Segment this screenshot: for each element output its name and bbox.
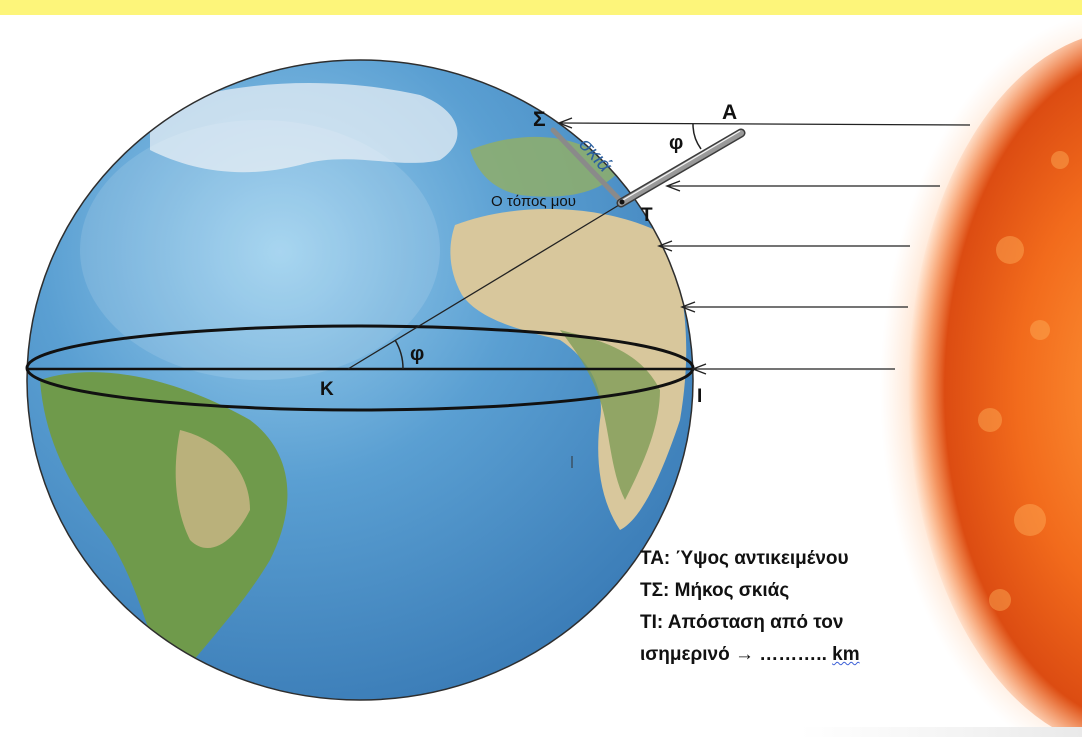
label-shadow-end: Σ	[533, 108, 546, 131]
legend: ΤΑ: Ύψος αντικειμένου ΤΣ: Μήκος σκιάς ΤΙ…	[640, 543, 940, 671]
legend-equator-text: ισημερινό → ………..	[640, 644, 833, 665]
legend-height: ΤΑ: Ύψος αντικειμένου	[640, 548, 849, 569]
earth-globe	[26, 59, 694, 701]
legend-shadow-length: ΤΣ: Μήκος σκιάς	[640, 580, 790, 601]
label-my-location: Ο τόπος μου	[491, 193, 576, 210]
label-location-point: T	[641, 205, 653, 226]
south-america-land	[40, 372, 288, 690]
label-equator-point: I	[697, 386, 702, 407]
legend-unit: km	[832, 644, 860, 665]
label-angle-center: φ	[410, 343, 424, 365]
radius-to-location	[347, 201, 625, 370]
gnomon-pole	[616, 128, 746, 208]
legend-distance: ΤΙ: Απόσταση από τον	[640, 612, 844, 633]
bottom-strip	[800, 727, 1082, 737]
label-object-top: A	[722, 101, 737, 124]
label-center: K	[320, 379, 334, 400]
header-band	[0, 0, 1082, 15]
shadow-strip	[550, 127, 623, 203]
location-point-marker	[619, 199, 625, 205]
label-angle-top: φ	[669, 132, 683, 154]
north-america-land	[150, 83, 458, 173]
center-angle-arc	[394, 339, 404, 370]
sun-rays	[557, 117, 971, 375]
sun	[880, 14, 1082, 737]
top-angle-arc	[692, 123, 702, 150]
legend-equator: ισημερινό → ……….. km	[640, 639, 940, 671]
europe-land	[470, 136, 620, 197]
